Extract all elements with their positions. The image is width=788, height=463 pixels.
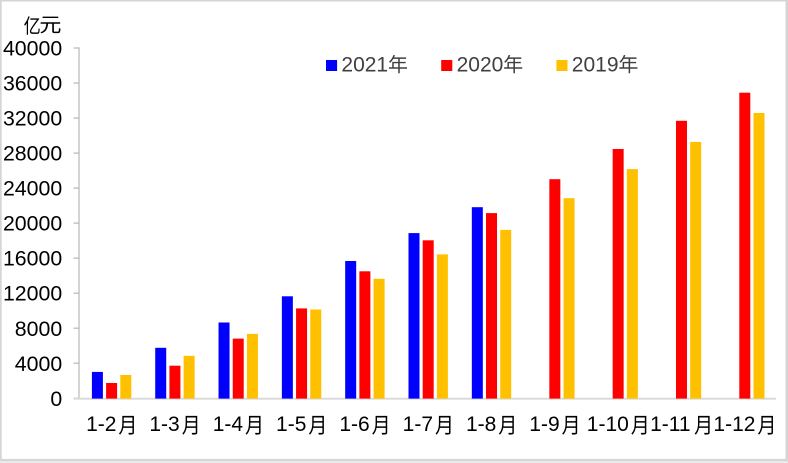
svg-text:2020: 2020 bbox=[457, 53, 504, 76]
svg-text:1-4: 1-4 bbox=[213, 413, 244, 436]
svg-text:20000: 20000 bbox=[3, 212, 62, 236]
svg-text:1-8: 1-8 bbox=[466, 413, 496, 436]
svg-text:40000: 40000 bbox=[3, 37, 62, 61]
svg-text:1-5: 1-5 bbox=[276, 413, 306, 436]
svg-text:1-9: 1-9 bbox=[529, 413, 559, 436]
svg-text:28000: 28000 bbox=[3, 142, 62, 166]
svg-text:1-6: 1-6 bbox=[339, 413, 369, 436]
svg-text:1-7: 1-7 bbox=[403, 413, 433, 436]
svg-text:1-2: 1-2 bbox=[86, 413, 116, 436]
svg-text:24000: 24000 bbox=[3, 177, 62, 201]
svg-text:0: 0 bbox=[50, 387, 62, 411]
svg-text:16000: 16000 bbox=[3, 247, 62, 271]
svg-text:1-3: 1-3 bbox=[149, 413, 179, 436]
svg-text:36000: 36000 bbox=[3, 72, 62, 96]
svg-text:2021: 2021 bbox=[341, 53, 388, 76]
svg-text:32000: 32000 bbox=[3, 107, 62, 131]
svg-text:4000: 4000 bbox=[15, 352, 63, 376]
svg-text:12000: 12000 bbox=[3, 282, 62, 306]
svg-text:2019: 2019 bbox=[572, 53, 619, 76]
svg-text:1-11: 1-11 bbox=[650, 413, 690, 436]
svg-text:1-10: 1-10 bbox=[587, 413, 629, 436]
svg-text:8000: 8000 bbox=[15, 317, 63, 341]
svg-text:1-12: 1-12 bbox=[713, 413, 755, 436]
